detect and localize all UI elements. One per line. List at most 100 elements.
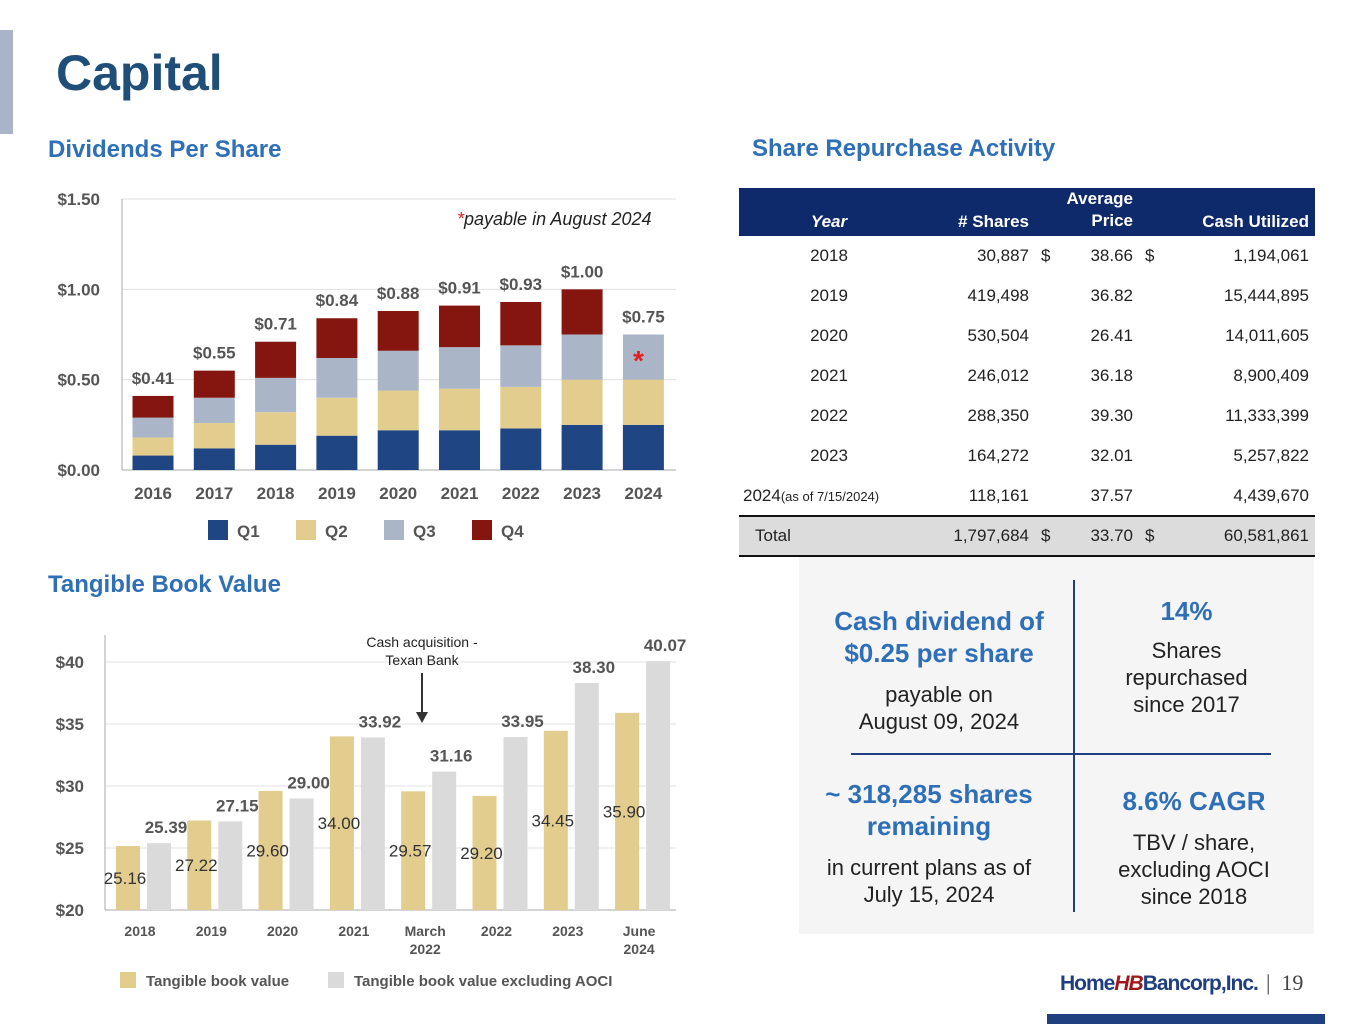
bar-q1-2022: [500, 428, 542, 470]
shares-cell: 288,350: [967, 406, 1029, 425]
y-tick-label: $20: [56, 901, 84, 920]
bar-tbv: [401, 791, 426, 910]
price-cell: 36.18: [1090, 366, 1133, 385]
dividend-note: *payable in August 2024: [457, 209, 652, 230]
tbv-value-label: 34.00: [318, 814, 361, 833]
total-label: $0.88: [377, 284, 420, 303]
total-row: Total 1,797,684 $33.70 $60,581,861: [739, 515, 1315, 557]
table-row: 2024(as of 7/15/2024) 118,161 37.57 4,439,6…: [739, 476, 1315, 516]
highlight-remaining: ~ 318,285 shares remaining in current pl…: [825, 779, 1033, 907]
legend-label: Tangible book value excluding AOCI: [354, 973, 612, 990]
repurchase-heading: Share Repurchase Activity: [752, 135, 1056, 162]
tbv-value-label: 27.22: [175, 856, 218, 875]
note-text: payable in August 2024: [464, 209, 652, 229]
bar-q2-2020: [377, 390, 419, 431]
x-tick-label: 2017: [195, 484, 233, 503]
price-cell: 37.57: [1090, 485, 1133, 505]
tbv-heading: Tangible Book Value: [48, 571, 281, 598]
bar-q3-2017: [193, 397, 235, 424]
bar-q2-2024: [622, 379, 664, 425]
y-tick-label: $1.50: [57, 190, 100, 209]
page-number: | 19: [1266, 970, 1304, 995]
col-shares: # Shares: [919, 188, 1035, 236]
bar-q4-2017: [193, 370, 235, 398]
bar-q2-2016: [132, 437, 174, 456]
accent-bar: [0, 30, 13, 134]
price-cell: 32.01: [1090, 446, 1133, 465]
table-row: 2023 164,272 32.01 5,257,822: [739, 436, 1315, 476]
total-cell: $: [1139, 515, 1163, 557]
dollar-sign: [1035, 356, 1059, 396]
tbv-ex-value-label: 31.16: [430, 747, 473, 766]
x-tick-label: 2024: [624, 484, 662, 503]
shares-cell: 530,504: [967, 326, 1029, 345]
highlight-repurchased: 14% Shares repurchased since 2017: [1125, 596, 1248, 717]
bar-tbv-ex-aoci: [574, 683, 599, 910]
price-cell: 39.30: [1090, 406, 1133, 425]
bar-q2-2019: [316, 397, 358, 436]
dollar-sign: $: [1145, 246, 1155, 265]
footer-bar: [1047, 1014, 1325, 1024]
bar-tbv-ex-aoci: [147, 843, 171, 910]
dollar-sign: [1139, 276, 1163, 316]
bar-q2-2018: [255, 412, 297, 445]
x-tick-label: 2022: [502, 484, 540, 503]
legend-swatch-q3: [384, 520, 404, 540]
table-row: 2019 419,498 36.82 15,444,895: [739, 276, 1315, 316]
year-cell: 2022: [810, 406, 848, 425]
table-row: 2022 288,350 39.30 11,333,399: [739, 396, 1315, 436]
cash-cell: 14,011,605: [1225, 326, 1309, 345]
bar-q1-2016: [132, 455, 174, 470]
bar-q1-2021: [439, 430, 480, 470]
dollar-sign: [1035, 436, 1059, 476]
dollar-sign: [1035, 476, 1059, 516]
note-star: *: [457, 209, 465, 229]
bar-tbv-ex-aoci: [218, 821, 243, 910]
y-tick-label: $25: [56, 839, 84, 858]
legend-label: Q4: [501, 522, 524, 541]
shares-cell: 30,887: [977, 246, 1029, 265]
bar-tbv: [116, 846, 140, 910]
year-cell: 2018: [810, 246, 848, 265]
bar-q3-2019: [316, 357, 358, 398]
y-tick-label: $40: [56, 653, 84, 672]
cash-cell: 15,444,895: [1223, 286, 1309, 305]
tbv-value-label: 29.20: [460, 844, 503, 863]
cash-cell: 11,333,399: [1225, 406, 1309, 425]
bar-q3-2020: [377, 350, 419, 391]
legend-label: Q3: [413, 522, 436, 541]
bar-tbv-ex-aoci: [432, 771, 457, 910]
x-tick-label: 2016: [134, 484, 172, 503]
y-tick-label: $35: [56, 715, 84, 734]
legend-swatch-q4: [472, 520, 492, 540]
col-price: Average Price: [1059, 188, 1139, 236]
x-tick-label: 2019: [318, 484, 356, 503]
dollar-sign: [1139, 356, 1163, 396]
bar-q4-2016: [132, 395, 174, 418]
repurchase-table: Year # Shares Average Price Cash Utilize…: [739, 188, 1315, 557]
bar-q1-2019: [316, 435, 358, 470]
total-label: $0.91: [438, 279, 481, 298]
y-tick-label: $30: [56, 777, 84, 796]
tbv-ex-value-label: 25.39: [145, 818, 188, 837]
tbv-ex-value-label: 29.00: [287, 773, 330, 792]
row-note: (as of 7/15/2024): [780, 488, 880, 504]
x-tick-label: 2021: [338, 923, 369, 939]
x-tick-label: 2018: [257, 484, 295, 503]
y-tick-label: $0.50: [57, 371, 100, 390]
pending-star: *: [633, 345, 644, 376]
bar-q4-2022: [500, 301, 542, 346]
bar-q3-2024: [622, 334, 664, 380]
price-cell: 36.82: [1090, 286, 1133, 305]
tbv-chart: $20 $25 $30 $35 $40 25.16 25.39 2018 27.22 27.15 2…: [56, 635, 686, 990]
tbv-value-label: 29.57: [389, 842, 432, 861]
bar-q2-2023: [561, 379, 603, 425]
bar-q4-2023: [561, 289, 603, 335]
dollar-sign: [1139, 476, 1163, 516]
price-cell: 26.41: [1090, 326, 1133, 345]
total-label: $0.55: [193, 344, 236, 363]
legend-swatch: [328, 972, 344, 988]
highlight-cagr: 8.6% CAGR TBV / share, excluding AOCI si…: [1118, 786, 1270, 909]
bar-q1-2024: [622, 424, 664, 470]
dollar-sign: [1139, 436, 1163, 476]
